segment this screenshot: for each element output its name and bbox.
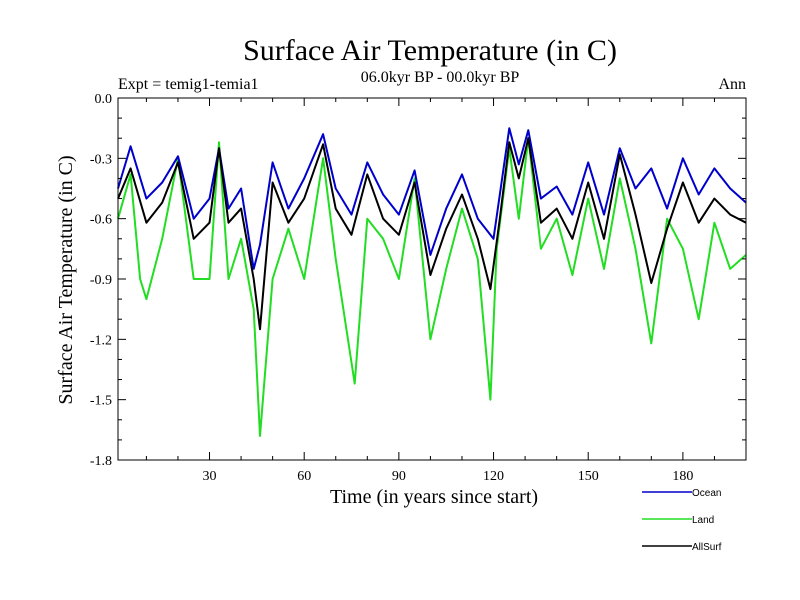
legend-label-allsurf: AllSurf <box>692 542 722 553</box>
series-line-land <box>117 137 747 437</box>
y-tick-label: -1.8 <box>90 454 112 469</box>
legend: Ocean Land AllSurf <box>642 488 722 553</box>
chart-title: Surface Air Temperature (in C) <box>243 34 617 67</box>
x-tick-label: 120 <box>483 469 504 484</box>
y-tick-label: -0.9 <box>90 273 112 288</box>
season-label: Ann <box>718 76 746 93</box>
experiment-label: Expt = temig1-temia1 <box>118 76 259 93</box>
x-tick-label: 30 <box>203 469 217 484</box>
y-tick-label: -1.5 <box>90 394 112 409</box>
y-tick-label: -0.6 <box>90 213 112 228</box>
x-tick-label: 150 <box>578 469 599 484</box>
series-line-allsurf <box>117 137 747 331</box>
legend-label-ocean: Ocean <box>692 488 721 499</box>
x-axis-label: Time (in years since start) <box>330 486 538 508</box>
plot-area: 30 60 90 120 150 180 0.0 -0.3 -0.6 -0.9 -1.2 -1.5 -1… <box>90 92 747 484</box>
y-axis-label: Surface Air Temperature (in C) <box>55 155 77 404</box>
legend-label-land: Land <box>692 515 714 526</box>
y-tick-label: -0.3 <box>90 152 112 167</box>
x-tick-label: 90 <box>392 469 406 484</box>
y-tick-label: -1.2 <box>90 333 112 348</box>
x-tick-label: 180 <box>672 469 693 484</box>
y-tick-label: 0.0 <box>95 92 113 107</box>
chart-subtitle: 06.0kyr BP - 00.0kyr BP <box>361 69 520 86</box>
x-tick-label: 60 <box>297 469 311 484</box>
